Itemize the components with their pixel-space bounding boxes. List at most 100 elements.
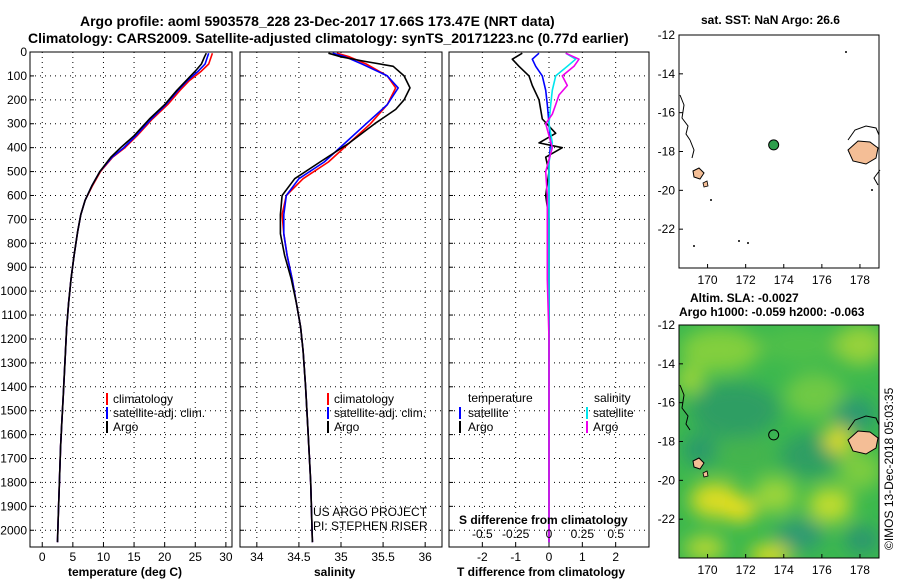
island-west [692,167,705,180]
map-y-tick-label: -18 [658,145,676,159]
sla-map-title: Altim. SLA: -0.0027 [690,291,799,305]
sst-map-ticks: 170 172 174 176 178 -12 -14 -16 -18 -20 -22 [658,28,871,287]
salinity-legend: climatology satellite-adj. clim. Argo [327,392,426,434]
x-tick-label: 20 [158,550,172,564]
x-tick-label: 0 [546,550,553,564]
salinity-axis-label: salinity [314,565,356,579]
map-x-tick-label: 176 [812,563,832,577]
x-tick-label: 25 [189,550,203,564]
salinity-grid [240,51,442,547]
map-y-tick-label: -22 [658,512,676,526]
series-line-t-argo [511,52,564,543]
sla-heatmap [679,325,879,558]
sla-map-ticks: 170 172 174 176 178 -12 -14 -16 -18 -20 -22 [658,318,871,577]
x2-tick-label: 0.25 [571,527,595,541]
map-x-tick-label: 178 [850,563,870,577]
legend-heading-salinity: salinity [594,391,631,405]
map-x-tick-label: 178 [850,273,870,287]
islet-dot [845,51,847,53]
project-annotation: US ARGO PROJECT [313,505,428,519]
depth-tick-label: 1000 [0,284,27,298]
coastline-fiji-east [873,169,881,186]
x-tick-label: 35 [334,550,348,564]
legend-label-satellite: satellite-adj. clim. [113,406,205,420]
depth-axis-ticks: 0 100 200 300 400 500 600 700 800 900 1000 1100 1200… [0,45,27,537]
x-tick-label: -1 [510,550,521,564]
x-tick-label: 2 [612,550,619,564]
depth-tick-label: 300 [7,117,27,131]
map-x-tick-label: 170 [698,273,718,287]
depth-tick-label: 2000 [0,523,27,537]
pi-annotation: PI: STEPHEN RISER [313,519,428,533]
temperature-series [56,52,214,543]
fiji-island [847,430,879,455]
difference-salinity-legend: salinity satellite Argo [586,391,634,434]
depth-tick-label: 1700 [0,452,27,466]
depth-tick-label: 500 [7,165,27,179]
legend-label-climatology: climatology [334,392,394,406]
argo-position-marker [768,139,780,151]
islet-dot [738,240,740,242]
sst-map-background [679,35,879,268]
x-tick-label: 34.5 [287,550,311,564]
depth-tick-label: 1300 [0,356,27,370]
x-tick-label: 5 [70,550,77,564]
map-x-tick-label: 176 [812,273,832,287]
sst-map-title: sat. SST: NaN Argo: 26.6 [701,13,840,27]
difference-series [511,52,580,543]
figure-title-line2: Climatology: CARS2009. Satellite-adjuste… [28,30,629,46]
islet-dot [747,242,749,244]
temperature-grid [30,51,232,547]
map-x-tick-label: 170 [698,563,718,577]
legend-heading-temperature: temperature [468,391,533,405]
depth-tick-label: 1500 [0,404,27,418]
x-tick-label: 34 [250,550,264,564]
fiji-island [847,140,879,165]
depth-tick-label: 1400 [0,380,27,394]
coastline-fiji-north [847,415,880,431]
depth-tick-label: 100 [7,69,27,83]
depth-tick-label: 1200 [0,332,27,346]
argo-position-marker [768,429,780,441]
x-tick-label: 10 [97,550,111,564]
depth-tick-label: 0 [20,45,27,59]
map-y-tick-label: -20 [658,473,676,487]
depth-tick-label: 900 [7,260,27,274]
map-y-tick-label: -18 [658,435,676,449]
x-tick-label: 30 [219,550,233,564]
t-difference-axis-label: T difference from climatology [457,565,625,579]
sla-map-subtitle: Argo h1000: -0.059 h2000: -0.063 [679,305,865,319]
depth-tick-label: 800 [7,236,27,250]
x-tick-label: 15 [127,550,141,564]
map-x-tick-label: 174 [774,563,794,577]
x-tick-label: 35.5 [371,550,395,564]
x2-tick-label: 0.5 [607,527,624,541]
map-x-tick-label: 174 [774,273,794,287]
island-west [692,457,705,470]
map-y-tick-label: -14 [658,357,676,371]
legend-label-satellite: satellite-adj. clim. [334,406,426,420]
depth-tick-label: 1800 [0,475,27,489]
temperature-axis-label: temperature (deg C) [68,565,182,579]
series-line-s-argo [544,52,580,543]
salinity-series [279,52,411,543]
depth-tick-label: 1100 [1,308,27,322]
legend-label-argo: Argo [334,420,360,434]
temperature-axis-ticks: 0 5 10 15 20 25 30 [30,51,233,564]
map-y-tick-label: -14 [658,67,676,81]
map-x-tick-label: 172 [736,273,756,287]
temperature-legend: climatology satellite-adj. clim. Argo [106,392,205,434]
x2-tick-label: -0.5 [472,527,493,541]
depth-tick-label: 200 [7,93,27,107]
sst-map-coastlines [679,94,881,186]
salinity-axis-ticks: 34 34.5 35 35.5 36 [240,51,432,564]
s-difference-axis-label: S difference from climatology [459,513,628,527]
series-line-argo [279,52,411,543]
coastline-fiji-north [847,125,880,141]
figure-title-line1: Argo profile: aoml 5903578_228 23-Dec-20… [80,13,555,29]
imos-timestamp: ©IMOS 13-Dec-2018 05:03:35 [882,387,896,550]
depth-tick-label: 700 [7,212,27,226]
x-tick-label: -2 [477,550,488,564]
temperature-plot-frame [29,51,233,548]
